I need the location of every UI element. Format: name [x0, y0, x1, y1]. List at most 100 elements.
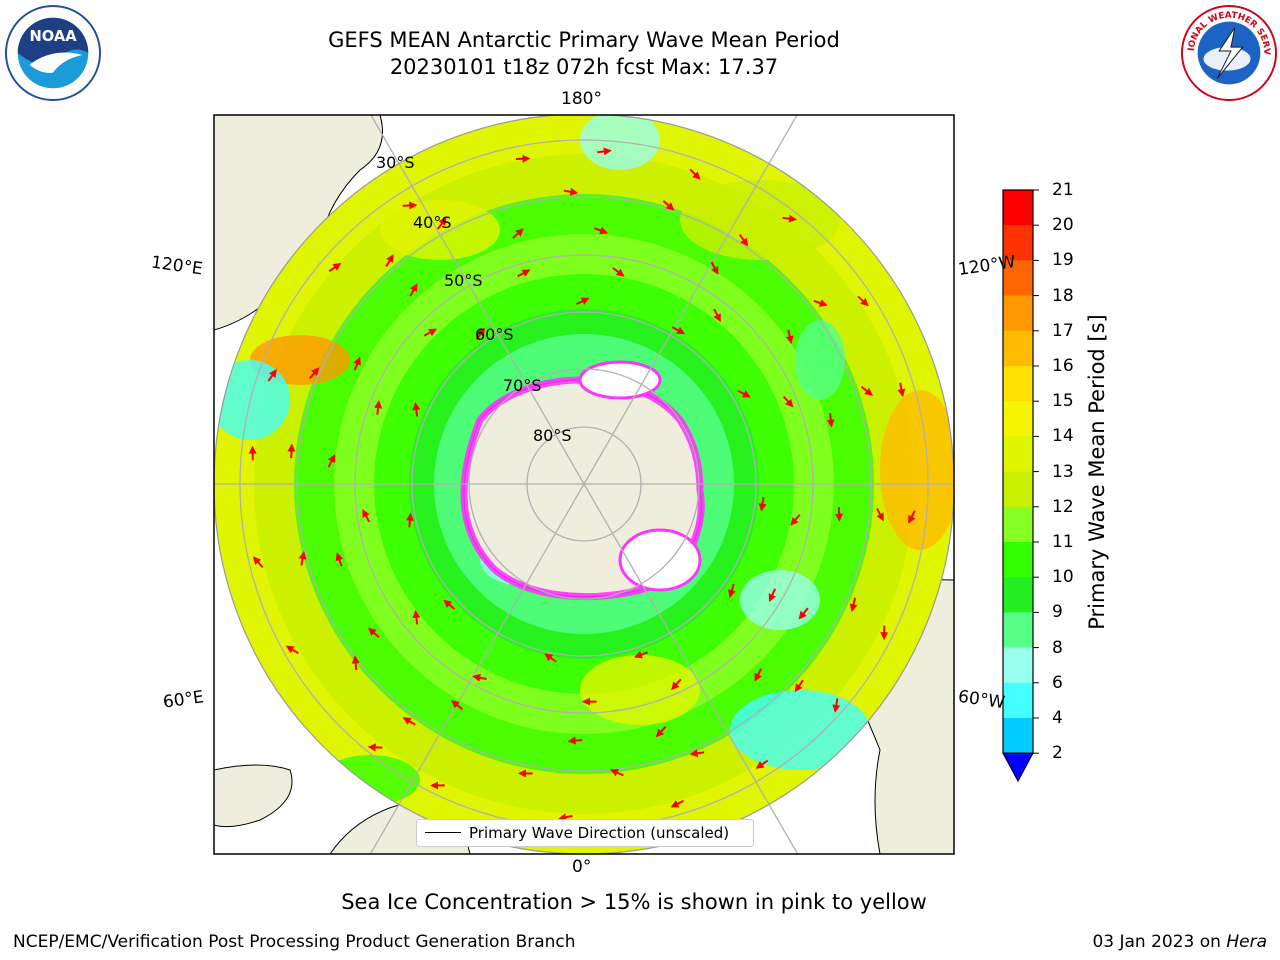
- wave-arrow: [860, 386, 874, 396]
- wave-arrow: [782, 214, 797, 223]
- ross-ice-shelf: [578, 360, 662, 400]
- lat-label-70s: 70°S: [503, 376, 542, 395]
- wave-arrow: [758, 497, 767, 512]
- wave-arrow: [737, 389, 751, 398]
- colorbar-segment: [1003, 577, 1033, 613]
- colorbar-tick-label: 6: [1052, 672, 1063, 693]
- wave-arrow: [409, 283, 418, 297]
- wave-arrow: [512, 228, 524, 239]
- wave-arrow: [655, 725, 667, 738]
- wave-arrow: [798, 607, 809, 620]
- colorbar-segment: [1003, 682, 1033, 719]
- longitude-line: [370, 115, 585, 485]
- page-title: GEFS MEAN Antarctic Primary Wave Mean Pe…: [328, 28, 840, 52]
- wave-arrow: [790, 513, 801, 526]
- wave-arrow: [755, 759, 769, 769]
- colorbar-segment: [1003, 506, 1033, 543]
- wave-arrow: [544, 653, 557, 663]
- colorbar-segment: [1003, 718, 1033, 754]
- wave-arrow: [782, 395, 794, 408]
- colorbar-segment: [1003, 260, 1033, 297]
- wave-arrow: [594, 226, 609, 235]
- wave-arrow: [327, 454, 336, 468]
- wave-direction-arrows: [248, 147, 916, 822]
- colorbar-segment: [1003, 612, 1033, 649]
- wave-arrow: [362, 509, 371, 523]
- colorbar-tick-label: 17: [1052, 320, 1074, 341]
- lat-label-30s: 30°S: [376, 153, 415, 172]
- wave-arrow: [610, 769, 624, 777]
- wave-arrow: [558, 813, 573, 822]
- wave-arrow: [328, 263, 342, 272]
- wave-arrow: [412, 402, 421, 417]
- wave-arrow: [351, 655, 360, 671]
- footer-host: Hera: [1226, 932, 1267, 952]
- wave-arrow: [267, 369, 277, 382]
- wave-arrow: [252, 556, 264, 568]
- wave-arrow: [662, 200, 675, 211]
- wave-arrow: [671, 326, 686, 335]
- colorbar-segment: [1003, 295, 1033, 332]
- wave-arrow: [710, 261, 719, 275]
- lat-label-80s: 80°S: [533, 426, 572, 445]
- wave-arrow: [563, 187, 579, 196]
- colorbar-segment: [1003, 401, 1033, 437]
- wave-arrow: [713, 308, 721, 323]
- wave-period-patch: [880, 390, 954, 550]
- colorbar-tick-label: 11: [1052, 532, 1074, 552]
- wave-arrow: [285, 645, 299, 655]
- wave-arrow: [897, 382, 906, 398]
- colorbar-segment: [1003, 330, 1033, 367]
- wave-arrow: [353, 356, 361, 371]
- legend-line-swatch: [425, 832, 461, 833]
- lat-label-40s: 40°S: [413, 213, 452, 232]
- wave-arrow: [402, 201, 418, 210]
- wave-arrow: [472, 673, 487, 682]
- wave-arrow: [475, 327, 486, 341]
- colorbar-segment: [1003, 471, 1033, 508]
- wave-arrow: [908, 510, 916, 524]
- graticule: [214, 115, 954, 854]
- wave-arrow: [634, 650, 649, 659]
- wave-period-patch: [580, 655, 700, 725]
- wave-arrow: [813, 299, 828, 307]
- wave-arrow: [576, 297, 590, 306]
- wave-arrow: [287, 443, 296, 459]
- wave-arrow: [367, 743, 383, 752]
- colorbar-tick-label: 20: [1052, 215, 1074, 236]
- national-weather-service-logo: NATIONAL WEATHER SERVICE: [1180, 4, 1278, 102]
- wave-arrow: [785, 329, 794, 345]
- weddell-ice-shelf: [618, 528, 702, 592]
- colorbar-tick-label: 16: [1052, 356, 1074, 376]
- map-frame: [213, 114, 955, 855]
- wave-arrow: [689, 749, 705, 758]
- wave-arrow: [298, 551, 307, 566]
- wave-arrow: [405, 512, 414, 528]
- wave-arrow: [450, 700, 464, 711]
- wave-arrow: [754, 668, 763, 682]
- longitude-line: [583, 115, 798, 485]
- wave-arrow: [689, 168, 701, 180]
- colorbar-tick-label: 8: [1052, 637, 1063, 658]
- wave-period-patch: [680, 180, 840, 260]
- footer-credit: NCEP/EMC/Verification Post Processing Pr…: [13, 932, 576, 952]
- wave-period-patch: [795, 320, 845, 400]
- colorbar-tick-label: 4: [1052, 708, 1063, 728]
- wave-arrow: [597, 147, 612, 156]
- colorbar-segment: [1003, 436, 1033, 473]
- wave-arrow: [423, 328, 438, 337]
- colorbar-segment: [1003, 542, 1033, 578]
- colorbar-segment: [1003, 225, 1033, 261]
- colorbar-segment: [1003, 366, 1033, 402]
- colorbar-segment: [1003, 647, 1033, 684]
- colorbar-extend-arrow: [1002, 752, 1034, 783]
- colorbar-title: Primary Wave Mean Period [s]: [1085, 314, 1109, 630]
- noaa-logo: NOAA: [4, 4, 102, 102]
- wave-arrow: [437, 217, 447, 230]
- wave-period-patch: [580, 115, 660, 170]
- wave-arrow: [728, 583, 736, 598]
- wave-arrow: [412, 609, 421, 625]
- colorbar-tick-label: 18: [1052, 285, 1074, 306]
- wave-arrow: [612, 267, 625, 277]
- wave-arrow: [374, 400, 383, 415]
